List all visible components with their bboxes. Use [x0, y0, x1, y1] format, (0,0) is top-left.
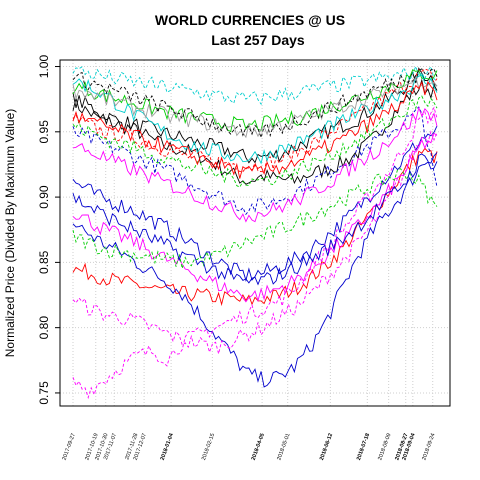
y-tick-label: 0.90: [37, 185, 51, 209]
plot-area-frame: [59, 59, 451, 407]
series-line-16: [72, 153, 438, 286]
x-tick-label: 2018-06-12: [319, 433, 334, 461]
x-tick-label: 2018-01-04: [160, 432, 176, 461]
x-axis: 2017-09-27 2017-10-192017-10-302017-11-07…: [62, 432, 437, 461]
series-line-5: [72, 152, 438, 388]
series-line-12: [72, 69, 438, 133]
y-tick-label: 1.00: [37, 55, 51, 79]
y-tick-label: 0.95: [37, 120, 51, 144]
y-axis: 0.75 0.80 0.85 0.90 0.95 1.00: [37, 55, 60, 405]
x-tick-label: 2018-07-18: [356, 433, 371, 461]
y-tick-label: 0.80: [37, 316, 51, 340]
x-tick-label: 2018-04-05: [251, 433, 266, 461]
series-line-6: [72, 125, 438, 282]
chart-title: WORLD CURRENCIES @ US: [155, 12, 345, 28]
x-tick-label: 2018-08-09: [377, 433, 392, 461]
series-line-18: [72, 68, 438, 140]
x-tick-label: 2018-05-01: [276, 433, 291, 461]
series-line-11: [72, 168, 438, 269]
y-axis-label: Normalized Price (Divided By Maximum Val…: [3, 109, 17, 358]
x-tick-label: 2017-09-27: [62, 433, 77, 461]
series-line-15: [72, 75, 438, 139]
series-line-7: [72, 106, 438, 216]
series-line-17: [72, 106, 438, 223]
y-tick-label: 0.75: [37, 381, 51, 405]
series-line-14: [72, 65, 438, 106]
x-tick-label: 2018-02-15: [201, 433, 216, 461]
series-line-2: [72, 67, 438, 164]
series-group: [72, 65, 438, 400]
y-tick-label: 0.85: [37, 250, 51, 274]
series-line-20: [72, 80, 438, 179]
series-line-3: [72, 147, 438, 307]
x-tick-label: 2018-09-24: [421, 433, 436, 461]
series-line-4: [72, 68, 438, 173]
series-line-8: [72, 106, 438, 400]
series-line-1: [72, 78, 438, 185]
series-line-13: [72, 74, 438, 165]
series-line-19: [72, 95, 438, 188]
chart-subtitle: Last 257 Days: [211, 32, 305, 48]
grid: [60, 60, 450, 406]
